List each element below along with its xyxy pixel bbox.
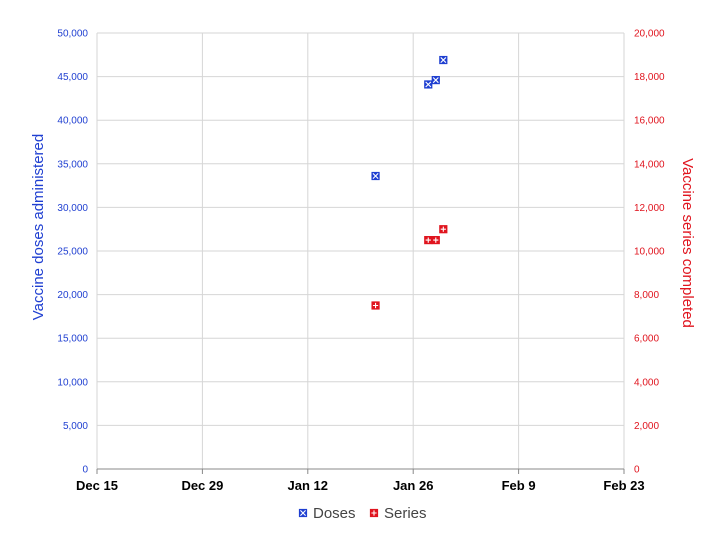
x-axis-ticks: Dec 15 Dec 29 Jan 12 Jan 26 Feb 9 Feb 23 [76, 469, 645, 493]
y-right-tick-label: 2,000 [634, 421, 659, 432]
legend-series-marker [369, 508, 379, 518]
x-tick-label: Feb 9 [502, 478, 536, 493]
doses-point [431, 75, 440, 85]
y-axis-left-ticks: 0 5,000 10,000 15,000 20,000 25,000 30,000 35,0… [57, 29, 88, 476]
y-right-tick-label: 18,000 [634, 72, 665, 83]
x-tick-label: Jan 26 [393, 478, 433, 493]
y-left-tick-label: 35,000 [57, 159, 88, 170]
y-left-tick-label: 25,000 [57, 247, 88, 258]
series-point [431, 236, 440, 245]
y-left-tick-label: 20,000 [57, 290, 88, 301]
y-right-tick-label: 10,000 [634, 247, 665, 258]
y-axis-left-label: Vaccine doses administered [30, 134, 47, 321]
doses-point [439, 55, 448, 65]
y-axis-right-ticks: 0 2,000 4,000 6,000 8,000 10,000 12,000 14,000 1… [634, 29, 665, 476]
legend: Doses Series [298, 505, 427, 522]
x-tick-label: Dec 29 [181, 478, 223, 493]
y-right-tick-label: 8,000 [634, 290, 659, 301]
y-right-tick-label: 16,000 [634, 116, 665, 127]
y-left-tick-label: 15,000 [57, 334, 88, 345]
y-right-tick-label: 20,000 [634, 29, 665, 40]
x-tick-label: Jan 12 [288, 478, 328, 493]
data-points [371, 55, 448, 310]
legend-label: Series [384, 505, 427, 522]
x-tick-label: Feb 23 [603, 478, 644, 493]
y-left-tick-label: 40,000 [57, 116, 88, 127]
legend-doses-marker [298, 508, 308, 518]
y-right-tick-label: 12,000 [634, 203, 665, 214]
y-left-tick-label: 10,000 [57, 377, 88, 388]
y-right-tick-label: 0 [634, 465, 640, 476]
series-point [371, 301, 380, 310]
series-point [424, 236, 433, 245]
doses-point [424, 80, 433, 89]
y-left-tick-label: 5,000 [63, 421, 88, 432]
series-point [439, 225, 448, 234]
y-axis-right-label: Vaccine series completed [679, 158, 696, 328]
y-left-tick-label: 45,000 [57, 72, 88, 83]
legend-label: Doses [313, 505, 356, 522]
x-tick-label: Dec 15 [76, 478, 118, 493]
y-left-tick-label: 30,000 [57, 203, 88, 214]
y-right-tick-label: 14,000 [634, 159, 665, 170]
doses-point [371, 171, 380, 181]
y-left-tick-label: 0 [82, 465, 88, 476]
y-right-tick-label: 6,000 [634, 334, 659, 345]
y-right-tick-label: 4,000 [634, 377, 659, 388]
y-left-tick-label: 50,000 [57, 29, 88, 40]
grid-lines [96, 32, 625, 470]
